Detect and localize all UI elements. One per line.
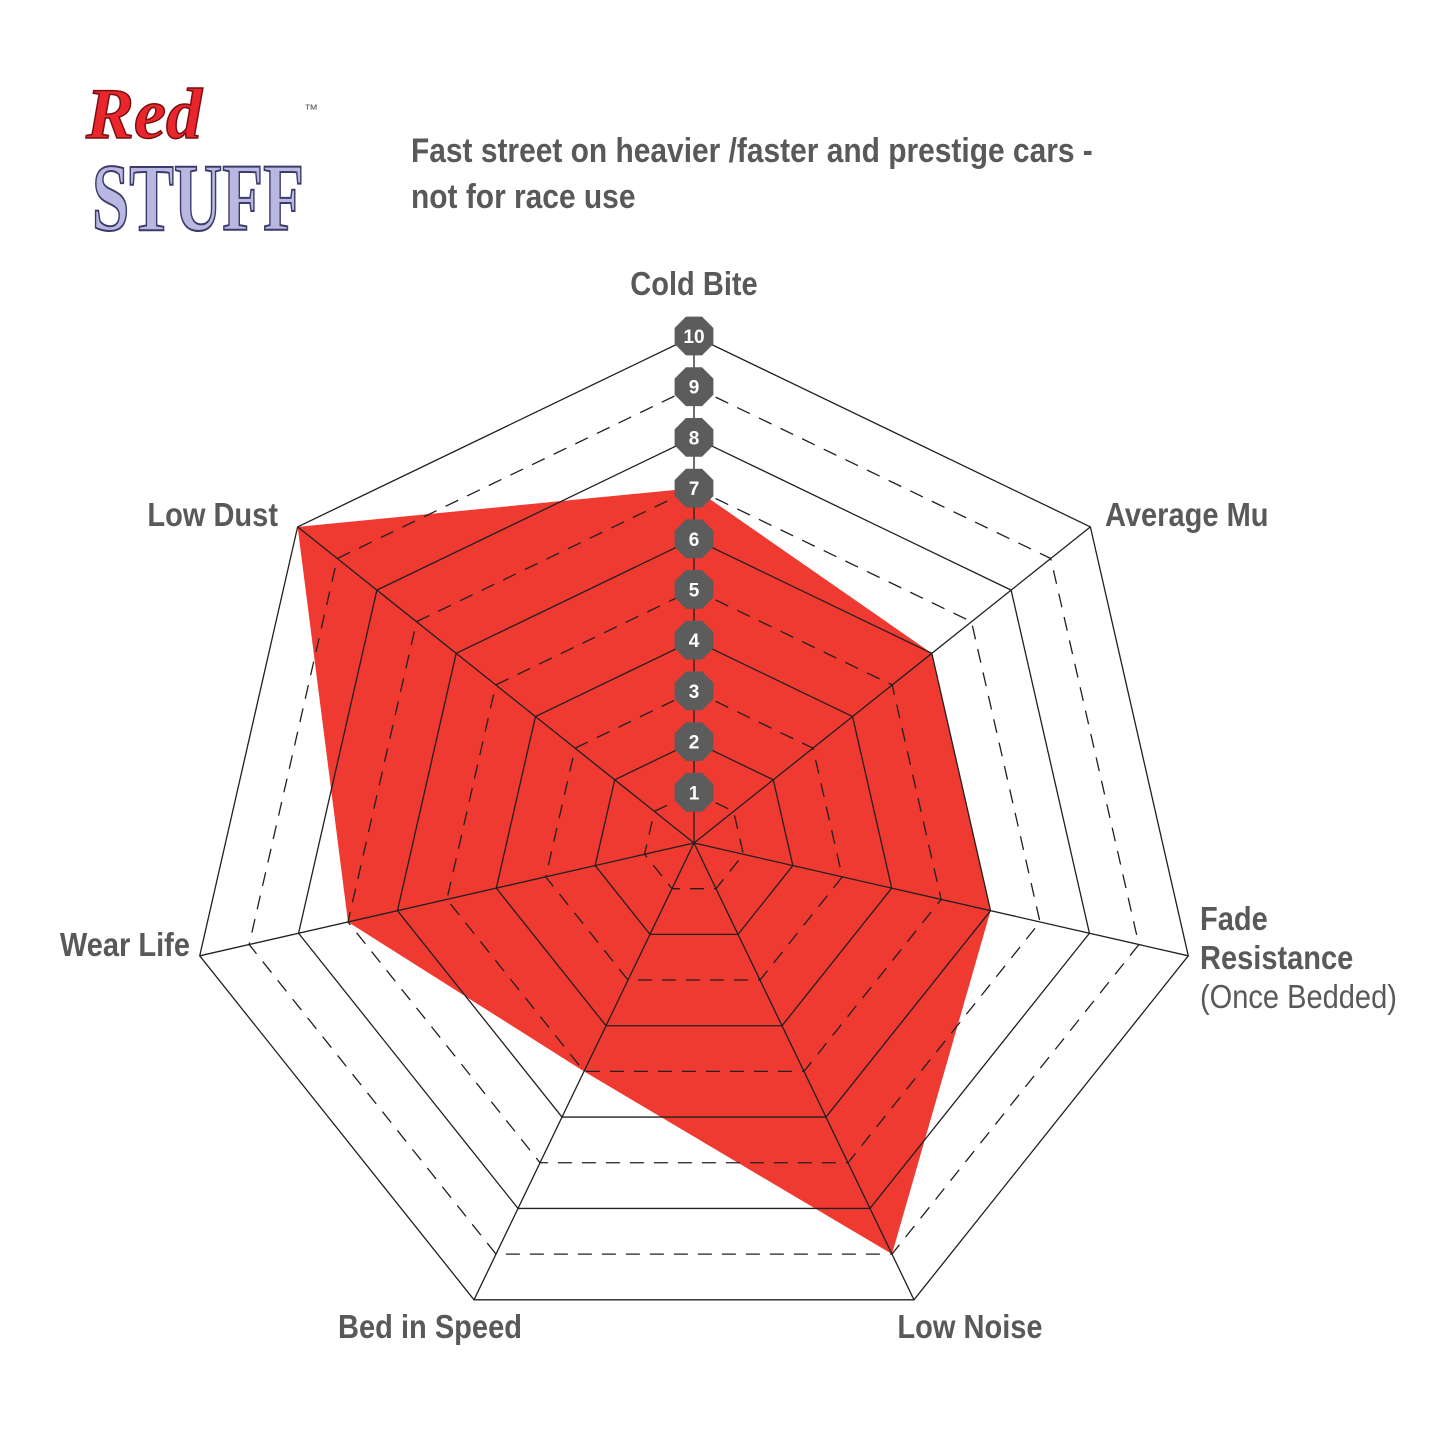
grid-ring-6 [396, 538, 992, 1118]
scale-badge [674, 417, 714, 457]
scale-label: 6 [689, 530, 700, 551]
axis-spoke [693, 526, 1091, 844]
axis-spoke [473, 842, 695, 1301]
scale-badge [674, 620, 714, 660]
svg-text:STUFF: STUFF [92, 144, 304, 245]
axis-label: Low Noise [897, 1308, 1042, 1345]
axis-label: Wear Life [60, 926, 190, 963]
scale-label: 3 [689, 682, 700, 703]
subtitle-line: Fast street on heavier /faster and prest… [411, 132, 1093, 170]
grid-ring-10 [199, 335, 1189, 1301]
grid-ring-1 [643, 791, 745, 890]
scale-label: 5 [689, 581, 700, 602]
scale-label: 4 [689, 631, 700, 652]
scale-badge [674, 316, 714, 356]
data-area [297, 488, 991, 1255]
scale-badge [674, 468, 714, 508]
svg-text:™: ™ [304, 101, 318, 117]
axis-label: Low Dust [147, 496, 278, 533]
axis-spoke [693, 842, 1189, 957]
axis-label: Bed in Speed [338, 1308, 522, 1345]
scale-label: 8 [689, 428, 700, 449]
scale-badge [674, 722, 714, 762]
scale-label: 1 [689, 783, 700, 804]
grid-ring-3 [545, 690, 843, 981]
grid-ring-9 [248, 385, 1140, 1255]
axis-spoke [297, 526, 695, 844]
scale-label: 2 [689, 733, 700, 754]
svg-text:Red: Red [85, 74, 203, 154]
axis-label: (Once Bedded) [1200, 978, 1397, 1015]
red-stuff-logo: Red STUFF ™ [78, 70, 338, 252]
chart-subtitle: Fast street on heavier /faster and prest… [411, 128, 1093, 220]
scale-label: 9 [689, 378, 700, 399]
scale-label: 7 [689, 479, 700, 500]
scale-badge [674, 570, 714, 609]
scale-badge [674, 367, 714, 407]
axis-label: Cold Bite [630, 265, 757, 302]
axis-label: Average Mu [1105, 496, 1269, 533]
subtitle-line: not for race use [411, 178, 636, 216]
axis-spoke [693, 842, 915, 1301]
axis-spoke [199, 842, 695, 957]
grid-ring-2 [594, 740, 794, 936]
scale-badge [674, 772, 714, 812]
grid-ring-8 [297, 436, 1091, 1210]
scale-label: 10 [683, 327, 704, 348]
scale-badge [674, 671, 714, 711]
scale-badge [674, 519, 714, 559]
axis-label: Resistance [1200, 939, 1353, 976]
grid-ring-5 [446, 588, 942, 1073]
axis-label: Fade [1200, 900, 1268, 937]
grid-ring-4 [495, 639, 893, 1027]
